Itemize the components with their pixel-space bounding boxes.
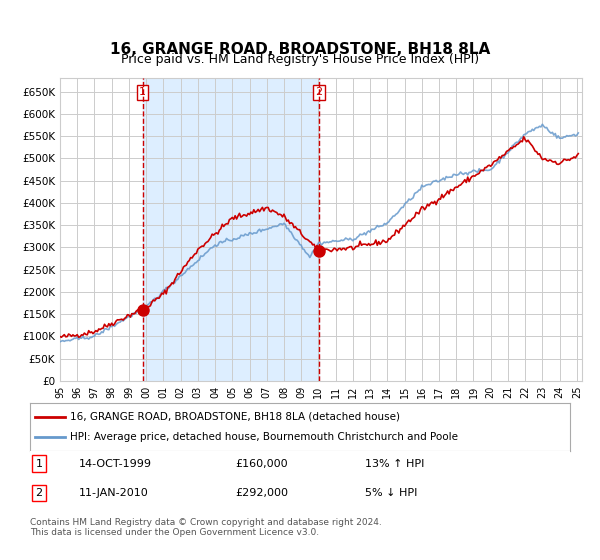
Bar xyxy=(143,78,319,381)
Text: 11-JAN-2010: 11-JAN-2010 xyxy=(79,488,148,498)
Text: 2: 2 xyxy=(35,488,43,498)
Text: 1: 1 xyxy=(139,87,146,97)
Text: £292,000: £292,000 xyxy=(235,488,288,498)
Text: 13% ↑ HPI: 13% ↑ HPI xyxy=(365,459,424,469)
Text: 14-OCT-1999: 14-OCT-1999 xyxy=(79,459,152,469)
Text: 2: 2 xyxy=(316,87,322,97)
Text: 5% ↓ HPI: 5% ↓ HPI xyxy=(365,488,417,498)
Text: Price paid vs. HM Land Registry's House Price Index (HPI): Price paid vs. HM Land Registry's House … xyxy=(121,53,479,66)
Text: £160,000: £160,000 xyxy=(235,459,288,469)
Text: 1: 1 xyxy=(35,459,43,469)
Text: 16, GRANGE ROAD, BROADSTONE, BH18 8LA: 16, GRANGE ROAD, BROADSTONE, BH18 8LA xyxy=(110,42,490,57)
Text: 16, GRANGE ROAD, BROADSTONE, BH18 8LA (detached house): 16, GRANGE ROAD, BROADSTONE, BH18 8LA (d… xyxy=(71,412,401,422)
Text: Contains HM Land Registry data © Crown copyright and database right 2024.
This d: Contains HM Land Registry data © Crown c… xyxy=(30,518,382,538)
Text: HPI: Average price, detached house, Bournemouth Christchurch and Poole: HPI: Average price, detached house, Bour… xyxy=(71,432,458,442)
